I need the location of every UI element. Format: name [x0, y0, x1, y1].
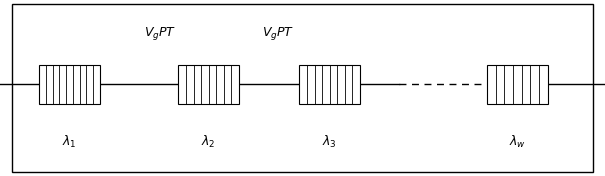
- Text: $\lambda_1$: $\lambda_1$: [62, 134, 77, 150]
- Bar: [487, 65, 548, 104]
- Text: $\lambda_2$: $\lambda_2$: [201, 134, 216, 150]
- Text: $V_gPT$: $V_gPT$: [262, 25, 295, 42]
- Bar: [299, 65, 360, 104]
- Bar: [178, 65, 239, 104]
- Bar: [39, 65, 100, 104]
- Text: $\lambda_w$: $\lambda_w$: [509, 134, 526, 150]
- Text: $\lambda_3$: $\lambda_3$: [322, 134, 337, 150]
- Text: $V_gPT$: $V_gPT$: [144, 25, 177, 42]
